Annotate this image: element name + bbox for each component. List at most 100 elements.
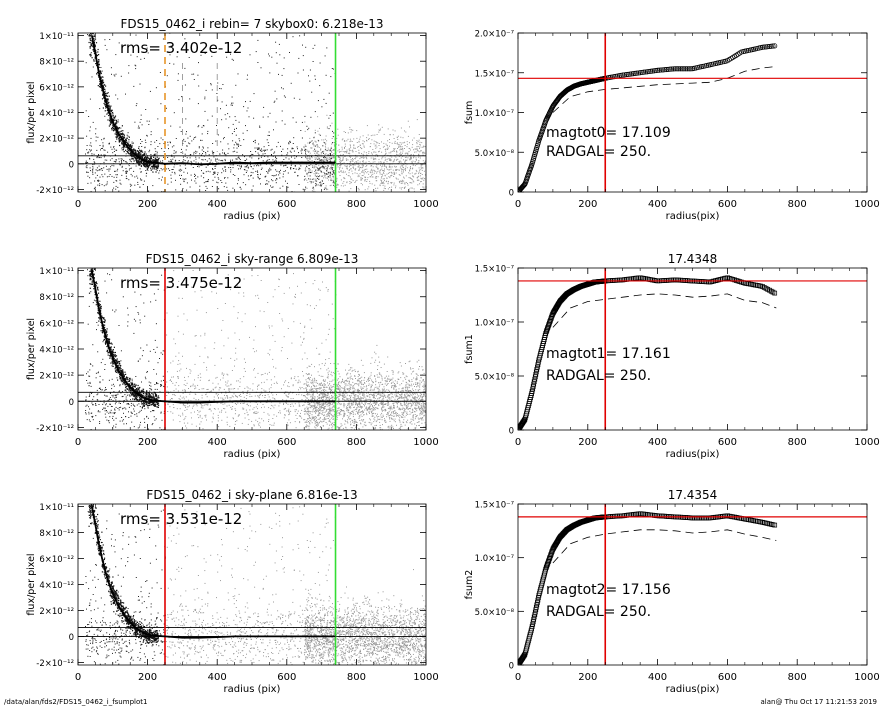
marker-circle xyxy=(643,69,649,75)
marker-square xyxy=(547,319,553,324)
y-tick-label: 6×10⁻¹² xyxy=(39,83,74,93)
x-tick-label: 800 xyxy=(788,672,807,683)
y-tick-label: 2.0×10⁻⁷ xyxy=(475,30,515,40)
chart-title: FDS15_0462_i sky-range 6.809e-13 xyxy=(146,252,359,266)
x-tick-label: 400 xyxy=(208,199,227,210)
marker-square xyxy=(533,372,539,377)
y-tick-label: 0 xyxy=(69,398,74,408)
x-tick-label: 400 xyxy=(648,437,667,448)
radial-profile-line xyxy=(91,270,336,404)
marker-square xyxy=(522,652,528,657)
marker-circle xyxy=(641,69,647,75)
rms-annotation: rms= 3.475e-12 xyxy=(120,274,242,292)
x-axis: 0 200 400 600 800 1000 radius(pix) xyxy=(515,33,880,222)
dashed-growth-curve xyxy=(552,66,777,113)
x-tick-label: 200 xyxy=(138,199,157,210)
marker-square xyxy=(532,609,538,615)
marker-circle xyxy=(761,44,767,50)
x-axis-label: radius (pix) xyxy=(224,211,281,222)
x-tick-label: 600 xyxy=(718,199,737,210)
marker-square xyxy=(532,376,538,382)
marker-square xyxy=(521,418,527,424)
y-tick-label: 1.0×10⁻⁷ xyxy=(475,319,515,329)
y-tick-label: 4×10⁻¹² xyxy=(39,109,74,119)
y-tick-label: 4×10⁻¹² xyxy=(39,346,74,356)
y-tick-label: -2×10⁻¹² xyxy=(36,659,74,669)
marker-circle xyxy=(606,75,612,81)
x-tick-label: 0 xyxy=(75,199,81,210)
marker-square xyxy=(549,313,555,319)
plot-area xyxy=(78,33,426,192)
pixel-cloud xyxy=(85,504,426,665)
x-tick-label: 600 xyxy=(277,437,296,448)
footer-file-path: /data/alan/fds2/FDS15_0462_i_fsumplot1 xyxy=(4,698,148,706)
marker-square xyxy=(535,364,540,370)
marker-square xyxy=(545,560,551,566)
marker-circle xyxy=(618,72,624,78)
marker-square xyxy=(544,328,550,333)
marker-square xyxy=(546,323,551,329)
x-tick-label: 800 xyxy=(347,437,366,448)
plot-area xyxy=(518,33,867,192)
marker-square xyxy=(548,317,553,323)
marker-square xyxy=(544,326,550,332)
plot-frame xyxy=(77,267,427,431)
x-tick-label: 800 xyxy=(788,437,807,448)
y-axis-label: fsum2 xyxy=(464,570,475,600)
y-tick-label: 0 xyxy=(509,662,514,672)
marker-square xyxy=(531,379,537,385)
x-axis-label: radius (pix) xyxy=(224,449,281,460)
x-tick-label: 200 xyxy=(138,672,157,683)
marker-circle xyxy=(759,44,766,50)
marker-square xyxy=(533,369,539,375)
y-axis: -2×10⁻¹² 0 2×10⁻¹² 4×10⁻¹² 6×10⁻¹² 8×10⁻¹² 1×1… xyxy=(26,32,426,196)
marker-circle xyxy=(679,66,685,72)
marker-square xyxy=(536,359,541,365)
x-tick-label: 0 xyxy=(75,672,81,683)
marker-square xyxy=(544,563,550,569)
marker-circle xyxy=(681,66,687,72)
y-tick-label: 2×10⁻¹² xyxy=(39,372,74,382)
marker-square xyxy=(535,362,541,368)
x-tick-label: 200 xyxy=(578,437,597,448)
radgal-annotation: RADGAL= 250. xyxy=(546,144,651,160)
y-tick-label: 6×10⁻¹² xyxy=(39,555,74,565)
y-axis: 0 5.0×10⁻⁸ 1.0×10⁻⁷ 1.5×10⁻⁷ fsum1 xyxy=(464,265,867,437)
marker-square xyxy=(545,325,551,330)
radial-profile-line xyxy=(91,506,336,639)
magtot-annotation: magtot1= 17.161 xyxy=(546,346,671,362)
x-tick-label: 1000 xyxy=(413,672,438,683)
y-tick-label: 0 xyxy=(69,160,74,170)
marker-square xyxy=(530,386,536,392)
x-axis-label: radius(pix) xyxy=(666,684,720,695)
chart-title: FDS15_0462_i sky-plane 6.816e-13 xyxy=(146,488,357,502)
marker-circle xyxy=(683,66,689,72)
y-tick-label: 8×10⁻¹² xyxy=(39,58,74,68)
y-tick-label: 5.0×10⁻⁸ xyxy=(475,373,515,383)
radial-profile-line xyxy=(91,35,336,166)
x-tick-label: 600 xyxy=(277,199,296,210)
marker-square xyxy=(546,557,552,563)
marker-circle xyxy=(625,71,631,77)
x-tick-label: 1000 xyxy=(854,437,879,448)
marker-square xyxy=(536,595,541,600)
y-tick-label: 0 xyxy=(509,427,514,437)
x-tick-label: 200 xyxy=(138,437,157,448)
marker-square xyxy=(531,614,537,620)
marker-circle xyxy=(648,68,654,74)
marker-circle xyxy=(630,71,636,77)
y-tick-label: 1.5×10⁻⁷ xyxy=(475,69,515,79)
x-axis: 0 200 400 600 800 1000 radius (pix) xyxy=(75,268,439,460)
marker-circle xyxy=(656,67,663,73)
marker-circle xyxy=(674,66,680,72)
y-tick-label: 1.5×10⁻⁷ xyxy=(475,501,515,511)
marker-circle xyxy=(665,66,671,72)
y-tick-label: 1.5×10⁻⁷ xyxy=(475,265,515,275)
y-tick-label: 0 xyxy=(509,189,514,199)
marker-circle xyxy=(677,66,684,72)
chart-title: 17.4354 xyxy=(668,488,718,502)
marker-circle xyxy=(622,72,628,78)
marker-circle xyxy=(763,44,769,50)
x-tick-label: 1000 xyxy=(413,437,438,448)
radgal-annotation: RADGAL= 250. xyxy=(546,368,651,384)
